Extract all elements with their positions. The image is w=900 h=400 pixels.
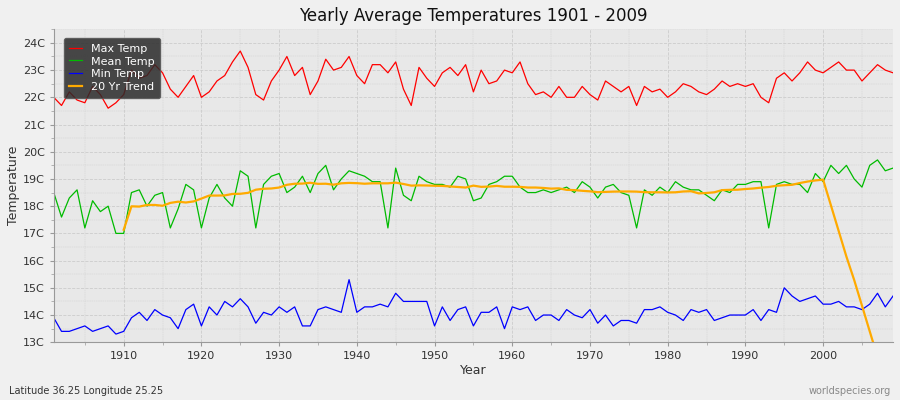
20 Yr Trend — [118, 227, 129, 232]
20 Yr Trend — [297, 181, 308, 186]
Mean Temp — [872, 158, 883, 162]
Min Temp — [49, 315, 59, 320]
Min Temp — [289, 304, 300, 309]
Text: worldspecies.org: worldspecies.org — [809, 386, 891, 396]
Min Temp — [887, 294, 898, 298]
Min Temp — [118, 329, 129, 334]
Min Temp — [515, 307, 526, 312]
Y-axis label: Temperature: Temperature — [7, 146, 20, 226]
X-axis label: Year: Year — [460, 364, 487, 377]
Max Temp — [297, 65, 308, 70]
Max Temp — [515, 60, 526, 64]
Min Temp — [344, 277, 355, 282]
Line: Min Temp: Min Temp — [54, 280, 893, 334]
Max Temp — [887, 70, 898, 75]
Text: Latitude 36.25 Longitude 25.25: Latitude 36.25 Longitude 25.25 — [9, 386, 163, 396]
Max Temp — [235, 49, 246, 54]
Min Temp — [616, 318, 626, 323]
20 Yr Trend — [857, 303, 868, 308]
Mean Temp — [49, 190, 59, 195]
Mean Temp — [608, 182, 618, 187]
Max Temp — [344, 54, 355, 59]
Line: 20 Yr Trend: 20 Yr Trend — [123, 180, 893, 400]
Mean Temp — [515, 185, 526, 190]
20 Yr Trend — [577, 188, 588, 193]
Max Temp — [616, 90, 626, 94]
Line: Mean Temp: Mean Temp — [54, 160, 893, 233]
Min Temp — [111, 332, 122, 336]
Mean Temp — [289, 185, 300, 190]
Legend: Max Temp, Mean Temp, Min Temp, 20 Yr Trend: Max Temp, Mean Temp, Min Temp, 20 Yr Tre… — [64, 38, 160, 98]
Max Temp — [118, 92, 129, 97]
Max Temp — [522, 81, 533, 86]
Mean Temp — [111, 231, 122, 236]
Mean Temp — [118, 231, 129, 236]
Mean Temp — [887, 166, 898, 170]
Mean Temp — [336, 176, 346, 181]
Min Temp — [336, 310, 346, 315]
Min Temp — [522, 304, 533, 309]
Line: Max Temp: Max Temp — [54, 51, 893, 108]
20 Yr Trend — [833, 228, 844, 233]
Mean Temp — [507, 174, 517, 179]
20 Yr Trend — [266, 186, 276, 191]
Title: Yearly Average Temperatures 1901 - 2009: Yearly Average Temperatures 1901 - 2009 — [299, 7, 648, 25]
Max Temp — [49, 95, 59, 100]
Max Temp — [103, 106, 113, 111]
20 Yr Trend — [818, 177, 829, 182]
20 Yr Trend — [515, 184, 526, 189]
